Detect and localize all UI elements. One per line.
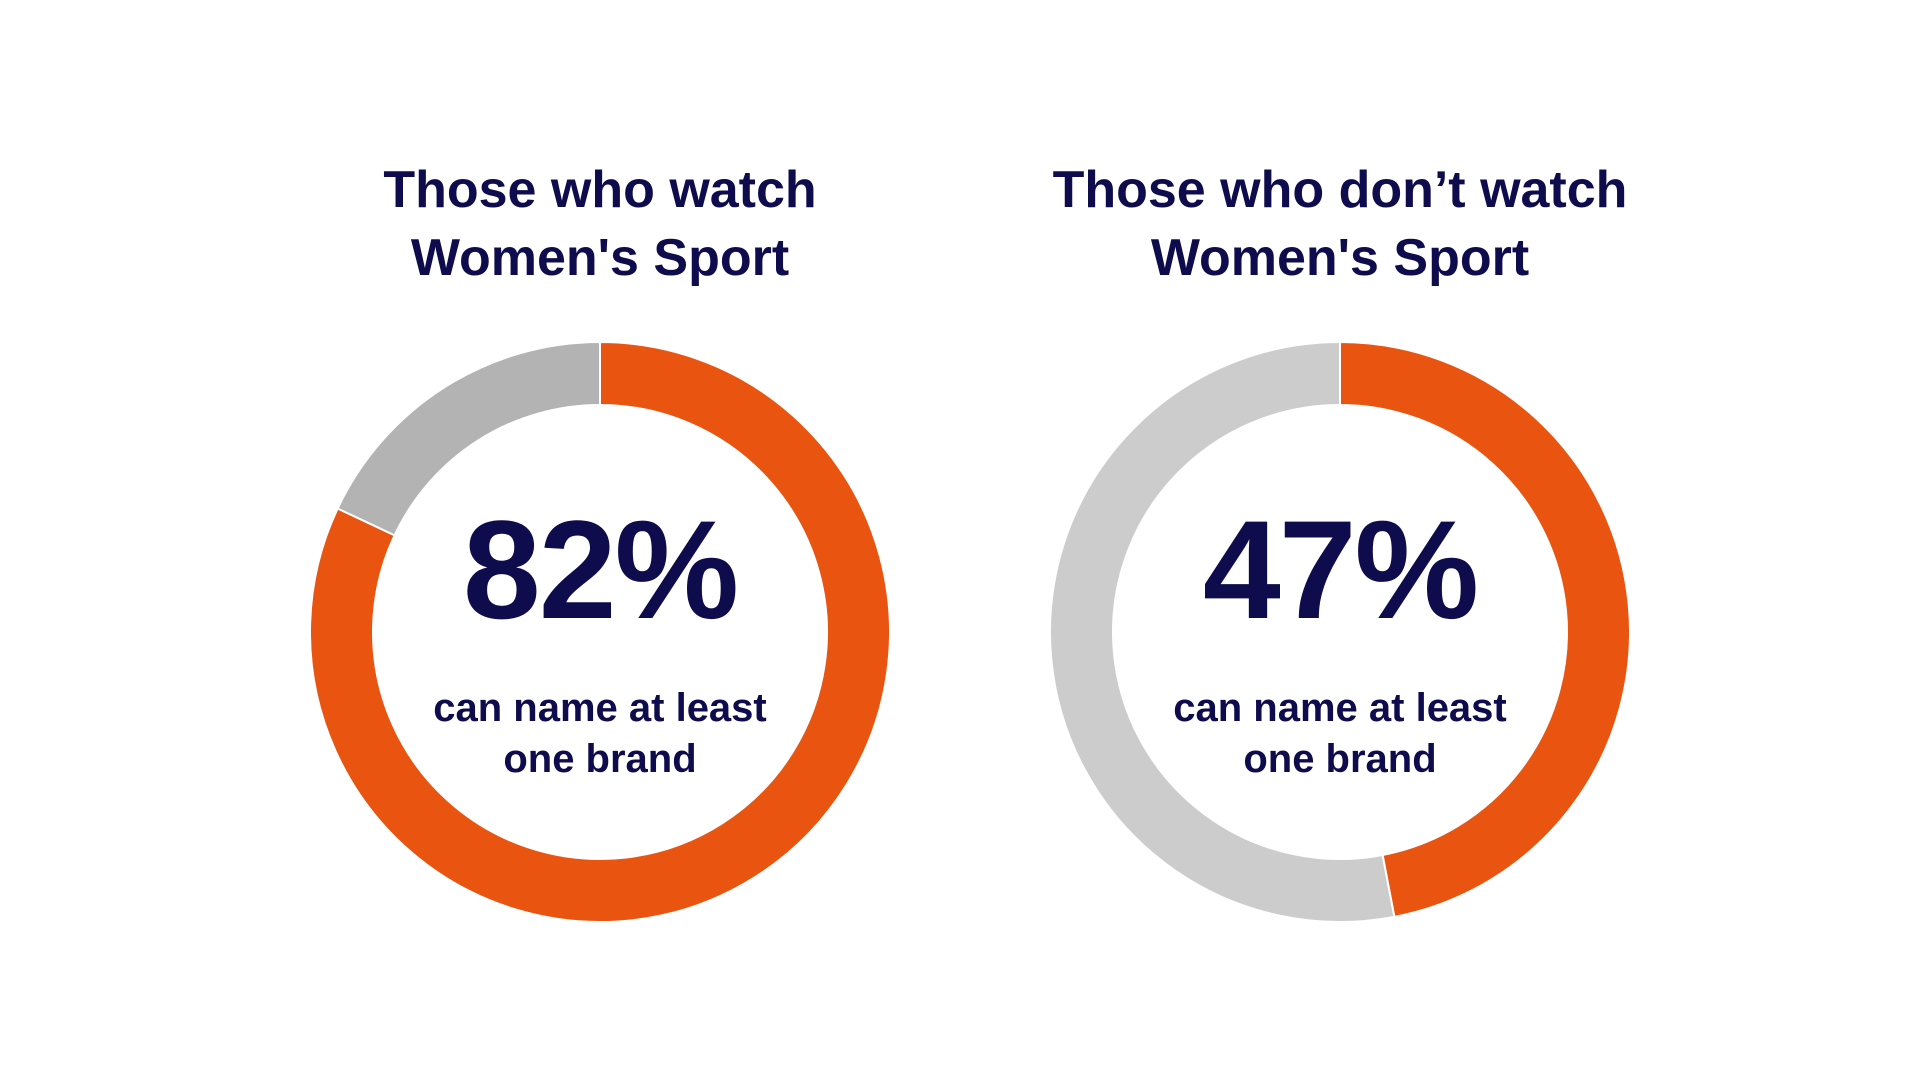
donut-chart-non-watchers [1049, 340, 1631, 923]
chart-panel-watchers: Those who watch Women's Sport 82% can na… [120, 0, 1080, 1080]
donut-slice-highlight [309, 340, 891, 923]
center-caption-line2: one brand [1243, 737, 1437, 781]
center-caption-line2: one brand [503, 737, 697, 781]
donut-slice-highlight [1339, 340, 1631, 919]
chart-title-line1: Those who don’t watch [1052, 161, 1628, 219]
center-caption-line1: can name at least [433, 686, 767, 730]
center-value: 82% [462, 491, 739, 648]
donut-chart-watchers [309, 340, 891, 923]
center-value: 47% [1202, 491, 1479, 648]
chart-title-line2: Women's Sport [410, 229, 790, 287]
donut-slice-rest [336, 340, 601, 537]
donut-slice-rest [1049, 340, 1396, 923]
chart-title-line2: Women's Sport [1150, 229, 1530, 287]
chart-panel-non-watchers: Those who don’t watch Women's Sport 47% … [860, 0, 1820, 1080]
chart-title-line1: Those who watch [383, 161, 817, 219]
center-caption-line1: can name at least [1173, 686, 1507, 730]
